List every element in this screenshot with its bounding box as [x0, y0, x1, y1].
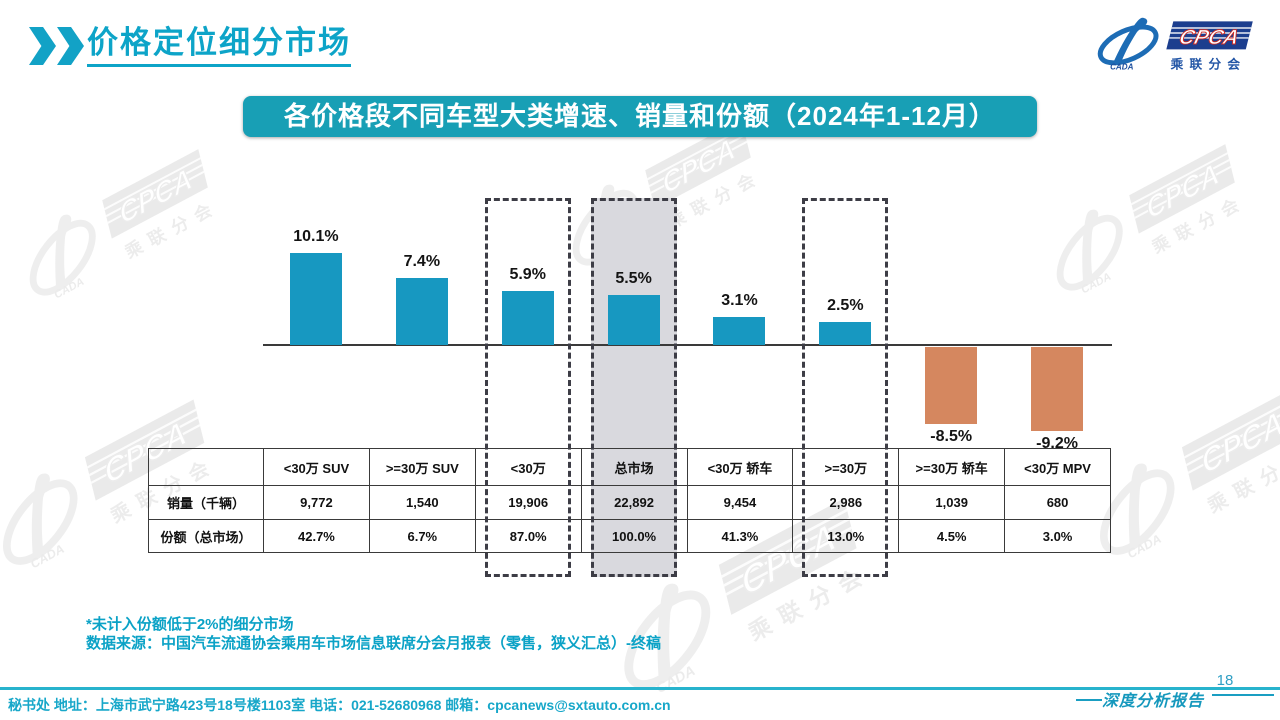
chart-title-banner: 各价格段不同车型大类增速、销量和份额（2024年1-12月）	[243, 96, 1037, 137]
table-row-header: 份额（总市场）	[148, 519, 264, 553]
bar-value-label: 5.5%	[615, 269, 652, 287]
page-title: 价格定位细分市场	[87, 24, 351, 67]
footnotes: *未计入份额低于2%的细分市场 数据来源：中国汽车流通协会乘用车市场信息联席分会…	[86, 615, 661, 653]
cpca-watermark	[0, 136, 241, 316]
table-cell: 41.3%	[686, 519, 794, 553]
header: 价格定位细分市场	[0, 0, 1280, 90]
bar-value-label: 10.1%	[293, 228, 339, 246]
bar-value-label: 2.5%	[827, 297, 864, 315]
table-column-header: >=30万 SUV	[368, 448, 476, 486]
table-cell: 3.0%	[1004, 519, 1111, 553]
table-corner-cell	[148, 448, 264, 486]
double-chevron-icon	[57, 27, 84, 65]
report-label-line-right	[1212, 694, 1274, 696]
table-column-header: >=30万 轿车	[898, 448, 1006, 486]
table-cell: 87.0%	[474, 519, 582, 553]
cpca-watermark	[1026, 131, 1267, 311]
data-table: <30万 SUV >=30万 SUV <30万 总市场 <30万 轿车 >=30万 >=30…	[148, 448, 1111, 553]
table-row-header: 销量（千辆）	[148, 485, 264, 520]
table-row: 销量（千辆） 9,772 1,540 19,906 22,892 9,454 2,986 1,…	[148, 485, 1111, 520]
table-cell: 4.5%	[898, 519, 1006, 553]
bar-value-label: 5.9%	[509, 266, 546, 284]
table-cell: 19,906	[474, 485, 582, 520]
table-column-header: <30万 轿车	[686, 448, 794, 486]
report-label-line-left	[1076, 699, 1102, 701]
table-column-header: >=30万	[792, 448, 900, 486]
table-cell: 680	[1004, 485, 1111, 520]
table-column-header: <30万 MPV	[1004, 448, 1111, 486]
bar->=30万	[819, 322, 872, 345]
table-cell: 100.0%	[580, 519, 688, 553]
bar-value-label: -8.5%	[930, 428, 973, 446]
table-cell: 6.7%	[368, 519, 476, 553]
bar-总市场	[607, 294, 660, 345]
table-cell: 22,892	[580, 485, 688, 520]
data-source: 数据来源：中国汽车流通协会乘用车市场信息联席分会月报表（零售，狭义汇总）-终稿	[86, 635, 661, 652]
double-chevron-icon	[29, 27, 56, 65]
table-cell: 13.0%	[792, 519, 900, 553]
bar-<30万 SUV	[289, 253, 342, 345]
table-cell: 9,454	[686, 485, 794, 520]
bar-<30万 轿车	[713, 316, 766, 345]
table-column-header: <30万	[474, 448, 582, 486]
bar->=30万 轿车	[925, 347, 978, 425]
bar->=30万 SUV	[395, 277, 448, 345]
cpca-logo	[1092, 14, 1260, 74]
table-header-row: <30万 SUV >=30万 SUV <30万 总市场 <30万 轿车 >=30万 >=30…	[148, 448, 1111, 486]
bar-<30万	[501, 291, 554, 345]
table-cell: 1,039	[898, 485, 1006, 520]
bar-value-label: -9.2%	[1036, 434, 1078, 452]
bar-value-label: 3.1%	[721, 291, 758, 309]
table-row: 份额（总市场） 42.7% 6.7% 87.0% 100.0% 41.3% 13.0% 4.5…	[148, 519, 1111, 553]
chart-axis-line	[263, 344, 1112, 346]
table-column-header: 总市场	[580, 448, 688, 486]
table-cell: 42.7%	[263, 519, 370, 553]
bar-<30万 MPV	[1031, 347, 1084, 431]
table-cell: 9,772	[263, 485, 370, 520]
report-label: 深度分析报告	[1102, 691, 1205, 710]
table-cell: 1,540	[368, 485, 476, 520]
table-cell: 2,986	[792, 485, 900, 520]
footer-contact: 秘书处 地址：上海市武宁路423号18号楼1103室 电话：021-526809…	[8, 697, 671, 713]
bar-value-label: 7.4%	[403, 252, 441, 270]
page-number: 18	[1216, 672, 1234, 689]
footnote: *未计入份额低于2%的细分市场	[86, 616, 294, 633]
data-table-wrap: <30万 SUV >=30万 SUV <30万 总市场 <30万 轿车 >=30万 >=30…	[148, 448, 1111, 553]
table-column-header: <30万 SUV	[263, 448, 370, 486]
footer-divider	[0, 687, 1280, 690]
